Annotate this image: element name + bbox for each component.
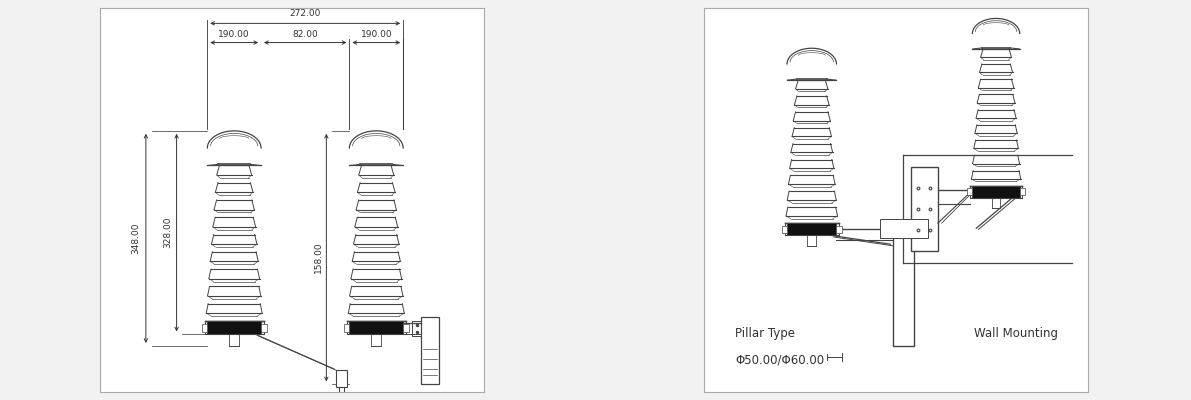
Bar — [880, 219, 928, 238]
Bar — [349, 321, 404, 334]
Bar — [781, 226, 787, 233]
Bar — [336, 370, 347, 387]
Bar — [1019, 188, 1024, 195]
Text: 82.00: 82.00 — [292, 30, 318, 39]
Bar — [424, 351, 436, 372]
Bar — [422, 338, 438, 380]
Text: Pillar Type: Pillar Type — [735, 327, 794, 340]
Bar — [404, 324, 409, 332]
Bar — [412, 321, 422, 336]
Bar — [836, 226, 842, 233]
Bar — [967, 188, 972, 195]
Bar — [787, 223, 836, 236]
Text: Wall Mounting: Wall Mounting — [973, 327, 1058, 340]
Text: 190.00: 190.00 — [361, 30, 392, 39]
Bar — [344, 324, 349, 332]
Bar — [261, 324, 267, 332]
Bar — [911, 167, 937, 251]
Text: Φ50.00/Φ60.00: Φ50.00/Φ60.00 — [735, 354, 824, 366]
Bar — [893, 221, 915, 346]
Bar — [422, 317, 438, 384]
Text: 272.00: 272.00 — [289, 9, 320, 18]
Text: 328.00: 328.00 — [163, 217, 173, 248]
Text: 158.00: 158.00 — [313, 242, 323, 274]
Bar — [972, 186, 1019, 198]
Text: 190.00: 190.00 — [218, 30, 250, 39]
Bar — [207, 321, 261, 334]
Bar — [201, 324, 207, 332]
Text: 348.00: 348.00 — [131, 223, 141, 254]
